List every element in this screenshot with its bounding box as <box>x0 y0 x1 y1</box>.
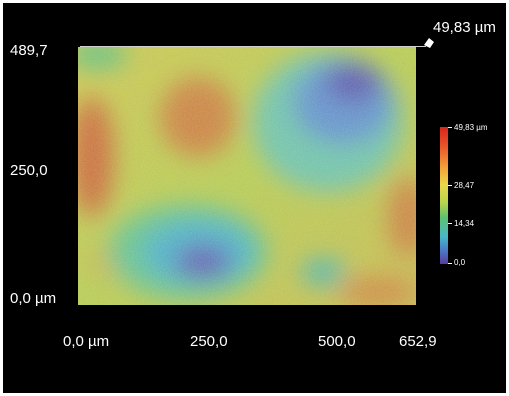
x-axis-max-label: 652,9 <box>399 333 437 350</box>
colorbar-label-28: 28,47 <box>454 181 475 190</box>
colorbar-tick <box>448 127 452 128</box>
colorbar-top-label: 49,83 µm <box>454 123 488 132</box>
z-axis-max-label: 49,83 µm <box>433 19 496 36</box>
colorbar-tick <box>448 223 452 224</box>
colorbar-tick <box>448 263 452 264</box>
colorbar-bottom-label: 0,0 <box>454 258 466 267</box>
colorbar-label-14: 14,34 <box>454 219 475 228</box>
surface-height-map <box>78 47 416 305</box>
x-axis-tick-500: 500,0 <box>318 333 356 350</box>
colorbar-tick <box>448 185 452 186</box>
y-axis-max-label: 489,7 <box>10 42 48 59</box>
z-axis-marker-icon <box>424 38 434 48</box>
color-scale-bar <box>440 127 448 264</box>
y-axis-mid-label: 250,0 <box>10 162 48 179</box>
x-axis-min-label: 0,0 µm <box>63 333 110 350</box>
y-axis-min-label: 0,0 µm <box>10 290 57 307</box>
x-axis-tick-250: 250,0 <box>190 333 228 350</box>
z-axis-edge-line <box>80 46 426 47</box>
